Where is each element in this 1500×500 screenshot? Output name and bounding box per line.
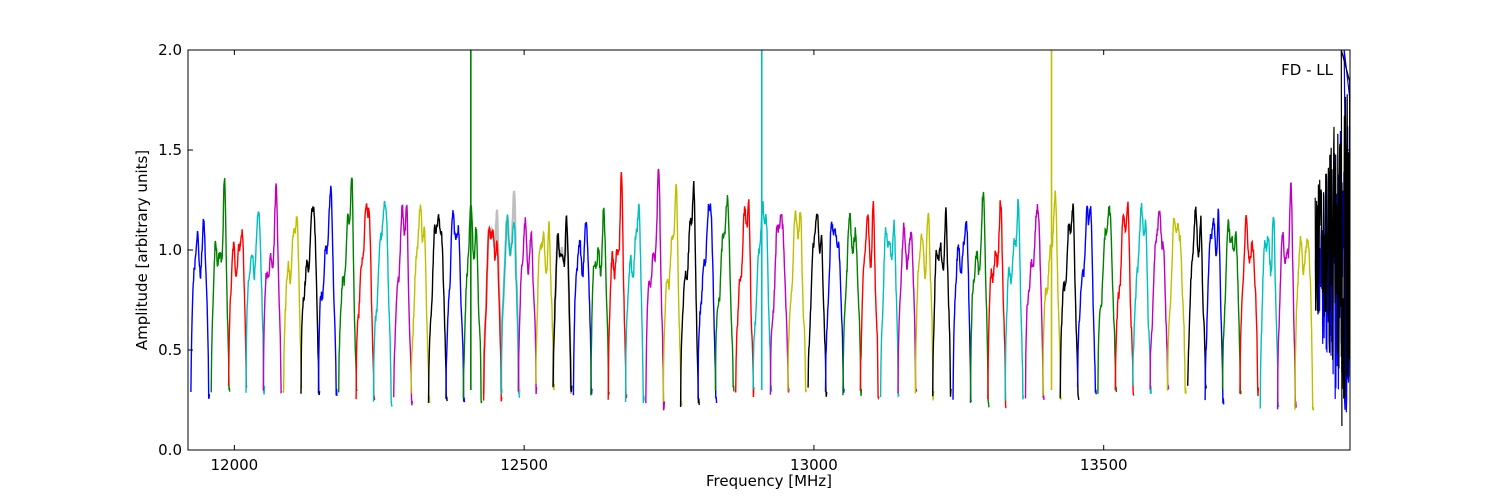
spectrum-band-36 (842, 213, 863, 396)
x-axis-label: Frequency [MHz] (706, 472, 832, 490)
spectrum-band-26 (662, 183, 683, 406)
spectrum-band-60 (1276, 182, 1297, 410)
spectrum-band-2 (227, 229, 248, 388)
spectrum-band-10 (372, 200, 393, 407)
series-layer (190, 50, 1350, 427)
spectrum-band-45 (1004, 198, 1025, 401)
spectrum-band-24 (624, 203, 645, 404)
spectrum-band-33 (787, 210, 808, 393)
spectrum-band-61 (1294, 235, 1315, 411)
y-axis-label: Amplitude [arbitrary units] (133, 150, 151, 350)
y-tick-label-4: 2.0 (158, 41, 182, 59)
spectrum-band-3 (245, 211, 266, 395)
spectrum-band-58 (1239, 214, 1260, 397)
spectrum-band-35 (824, 221, 845, 393)
spectrum-band-25 (645, 168, 666, 411)
spectrum-band-50 (1097, 205, 1118, 394)
spectrum-band-44 (987, 200, 1007, 409)
spectrum-band-18 (517, 217, 538, 395)
spectrum-band-9 (355, 203, 376, 401)
spectrum-band-43 (969, 191, 990, 408)
noisy-edge-black (1314, 50, 1350, 427)
spectrum-band-53 (1149, 210, 1170, 390)
chart-annotation: FD - LL (1281, 61, 1333, 79)
spectrum-band-17 (500, 214, 521, 398)
spectrum-band-12 (410, 204, 431, 404)
spectrum-band-56 (1204, 208, 1225, 405)
spectrum-band-0 (190, 218, 211, 399)
spectrum-band-15 (462, 204, 483, 404)
spectrum-band-42 (952, 220, 973, 403)
spectrum-band-27 (679, 180, 700, 408)
x-tick-label-1: 12500 (500, 456, 548, 474)
spectrum-band-40 (914, 212, 935, 401)
spectrum-band-14 (445, 210, 466, 403)
spectrum-band-7 (317, 185, 338, 396)
spectrum-band-41 (932, 207, 952, 397)
spectrum-band-22 (590, 207, 610, 396)
spectrum-band-23 (607, 171, 628, 400)
spectrum-band-59 (1259, 216, 1280, 409)
spectrum-band-1 (210, 178, 231, 393)
spectrum-band-49 (1076, 205, 1097, 395)
spectrum-band-20 (552, 215, 573, 393)
y-tick-label-0: 0.0 (158, 441, 182, 459)
spectrum-band-13 (427, 214, 448, 403)
x-tick-label-0: 12000 (211, 456, 259, 474)
spectrum-band-11 (393, 204, 413, 406)
spectrum-band-16 (482, 224, 503, 402)
spectrum-band-19 (535, 221, 555, 391)
x-tick-label-3: 13500 (1080, 456, 1128, 474)
spectrum-band-34 (807, 213, 828, 397)
spectrum-band-37 (859, 201, 880, 401)
spectrum-band-8 (338, 177, 358, 393)
spectrum-band-32 (769, 213, 790, 395)
spectrum-band-52 (1132, 202, 1152, 394)
spectrum-band-57 (1221, 219, 1242, 395)
spectrum-band-4 (262, 183, 283, 394)
spectrum-band-39 (897, 222, 918, 394)
spectrum-band-51 (1114, 201, 1135, 396)
spectrum-band-21 (572, 221, 593, 396)
y-tick-label-1: 0.5 (158, 341, 182, 359)
spectrum-band-6 (300, 206, 321, 396)
spectrum-band-55 (1187, 206, 1207, 390)
spectrum-band-38 (879, 219, 900, 398)
spectrum-band-48 (1059, 203, 1080, 400)
spectrum-band-5 (282, 216, 303, 393)
y-tick-label-3: 1.5 (158, 141, 182, 159)
y-tick-label-2: 1.0 (158, 241, 182, 259)
spectrum-band-46 (1024, 203, 1045, 400)
spectrum-band-54 (1166, 217, 1187, 395)
spectrum-band-28 (697, 203, 718, 403)
spectrum-band-30 (735, 199, 755, 398)
x-tick-label-2: 13000 (790, 456, 838, 474)
spectrum-band-29 (714, 195, 735, 392)
ticks-layer: 12000 12500 13000 13500 0.0 0.5 1.0 1.5 2.0 (158, 41, 1350, 474)
